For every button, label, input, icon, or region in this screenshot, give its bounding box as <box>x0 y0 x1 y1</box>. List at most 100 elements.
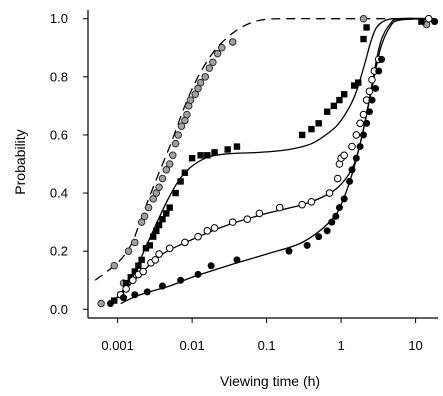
data-point-circle-gray <box>158 174 167 183</box>
y-tick-label: 1.0 <box>50 11 68 26</box>
data-point-square-black <box>177 178 184 185</box>
data-point-circle-black <box>233 256 241 264</box>
data-point-square-black <box>233 143 241 150</box>
y-axis-label: Probability <box>12 129 28 194</box>
data-point-circle-open <box>165 244 174 253</box>
axes: 0.001 0.01 0.1 1 10 0.0 0.2 0.4 0.6 0.8 1.0 <box>50 10 438 353</box>
data-point-square-black <box>153 227 160 235</box>
data-point-circle-gray <box>201 73 209 81</box>
data-point-square-black <box>135 262 142 269</box>
data-point-circle-open <box>228 218 237 226</box>
fit-curve-2 <box>120 17 435 296</box>
data-point-circle-open <box>340 151 348 160</box>
data-point-square-black <box>315 120 322 127</box>
data-point-square-black <box>159 216 166 223</box>
data-point-circle-black <box>363 119 371 127</box>
data-point-circle-open <box>365 87 374 96</box>
data-point-circle-open <box>352 131 361 139</box>
data-point-circle-black <box>360 131 368 139</box>
data-point-square-black <box>163 210 170 217</box>
data-point-circle-gray <box>152 189 161 197</box>
x-axis-label: Viewing time (h) <box>220 373 320 389</box>
y-tick-label: 0.4 <box>50 186 68 201</box>
data-point-circle-black <box>177 276 185 284</box>
x-tick-label: 10 <box>408 338 422 353</box>
data-point-circle-open <box>139 267 147 276</box>
data-point-square-black <box>323 108 331 115</box>
data-point-circle-gray <box>359 14 368 23</box>
data-point-circle-gray <box>183 110 191 119</box>
data-point-circle-black <box>323 227 331 235</box>
data-point-square-black <box>355 79 362 86</box>
data-point-square-black <box>172 189 179 197</box>
data-point-circle-black <box>332 212 340 220</box>
data-point-square-black <box>363 24 370 31</box>
data-point-circle-gray <box>169 151 177 160</box>
data-point-circle-gray <box>186 96 195 104</box>
data-point-square-black <box>149 233 157 240</box>
y-tick-label: 0.6 <box>50 127 68 142</box>
data-point-circle-black <box>356 143 364 151</box>
data-point-circle-black <box>285 247 293 255</box>
data-point-circle-gray <box>97 299 105 308</box>
data-point-circle-black <box>352 154 360 162</box>
data-point-circle-open <box>359 110 368 119</box>
y-tick-label: 0.2 <box>50 244 68 259</box>
data-point-circle-open <box>203 227 212 235</box>
data-point-circle-open <box>348 142 356 151</box>
data-point-circle-gray <box>228 38 237 46</box>
data-point-circle-gray <box>174 131 182 139</box>
data-point-circle-open <box>194 232 202 241</box>
data-point-square-black <box>166 204 173 211</box>
data-point-circle-open <box>255 209 264 218</box>
data-point-circle-open <box>275 203 284 212</box>
x-tick-label: 0.01 <box>179 338 204 353</box>
data-point-circle-gray <box>131 238 139 247</box>
y-tick-label: 0.0 <box>50 302 68 317</box>
data-point-square-black <box>360 35 367 43</box>
data-point-circle-open <box>368 75 376 84</box>
data-point-circle-open <box>181 238 189 247</box>
data-point-circle-black <box>431 18 439 26</box>
data-point-circle-black <box>303 241 311 249</box>
data-point-circle-gray <box>196 78 205 87</box>
data-point-circle-gray <box>205 64 214 72</box>
data-point-circle-gray <box>177 122 186 130</box>
data-point-circle-black <box>194 270 202 278</box>
data-point-circle-black <box>158 282 166 290</box>
x-tick-label: 0.001 <box>101 338 134 353</box>
data-point-square-black <box>146 242 153 249</box>
data-point-circle-gray <box>110 261 118 270</box>
data-point-circle-gray <box>218 44 226 52</box>
data-point-circle-black <box>335 204 343 212</box>
data-point-circle-black <box>346 177 354 185</box>
data-point-circle-gray <box>171 139 180 148</box>
data-point-circle-gray <box>140 212 149 221</box>
data-point-circle-gray <box>209 58 217 67</box>
data-point-square-black <box>197 152 204 159</box>
x-tick-label: 1 <box>337 338 344 353</box>
data-point-square-black <box>336 96 343 104</box>
data-point-circle-black <box>315 233 323 241</box>
data-point-square-black <box>204 152 211 159</box>
data-point-circle-open <box>129 276 137 285</box>
data-point-circle-open <box>424 14 433 23</box>
data-point-square-black <box>142 245 150 252</box>
data-point-circle-open <box>155 250 163 258</box>
data-point-circle-gray <box>162 166 171 174</box>
data-point-circle-black <box>106 299 114 307</box>
data-point-circle-black <box>120 294 128 302</box>
x-tick-label: 0.1 <box>258 338 276 353</box>
data-point-circle-black <box>368 96 376 104</box>
data-point-circle-open <box>151 256 160 264</box>
data-point-circle-open <box>333 174 342 183</box>
data-point-square-black <box>188 154 196 162</box>
data-point-circle-black <box>131 291 139 299</box>
data-point-circle-gray <box>144 203 153 212</box>
data-point-square-black <box>308 125 315 133</box>
data-point-square-black <box>111 297 118 304</box>
data-point-circle-black <box>375 67 383 75</box>
data-point-circle-gray <box>137 218 146 226</box>
data-point-circle-open <box>298 200 306 209</box>
